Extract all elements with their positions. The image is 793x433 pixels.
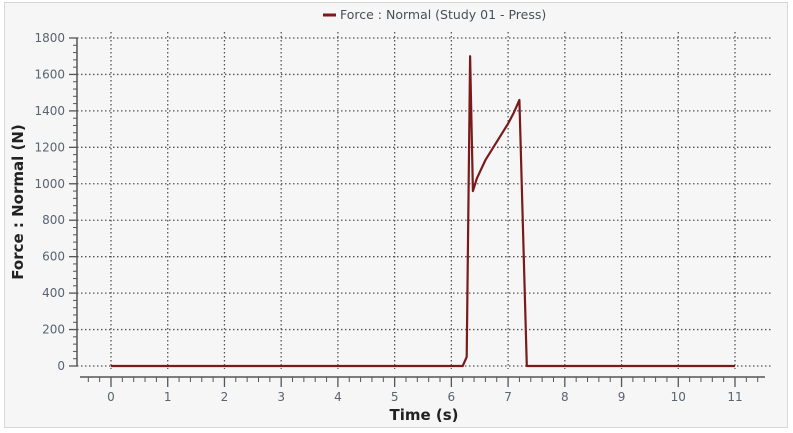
x-tick-label: 2 [221, 390, 229, 404]
y-tick-label: 800 [42, 213, 65, 227]
x-tick-label: 4 [334, 390, 342, 404]
x-tick-label: 1 [164, 390, 172, 404]
legend-label: Force : Normal (Study 01 - Press) [340, 7, 546, 22]
y-tick-label: 200 [42, 323, 65, 337]
y-axis-ticks: 0 200 400 600 800 1000 1200 1400 1600 1800 [34, 31, 77, 373]
chart-panel [4, 2, 788, 428]
y-tick-label: 600 [42, 250, 65, 264]
x-axis-title: Time (s) [389, 406, 458, 424]
x-tick-label: 6 [448, 390, 456, 404]
y-tick-label: 1600 [34, 67, 65, 81]
y-axis-title: Force : Normal (N) [9, 124, 27, 280]
y-tick-label: 1000 [34, 177, 65, 191]
x-tick-label: 3 [277, 390, 285, 404]
x-tick-label: 0 [107, 390, 115, 404]
axes [76, 38, 765, 378]
y-tick-label: 400 [42, 286, 65, 300]
legend[interactable]: Force : Normal (Study 01 - Press) [323, 7, 546, 22]
x-tick-label: 9 [618, 390, 626, 404]
x-tick-label: 10 [671, 390, 686, 404]
grid [77, 32, 772, 369]
x-axis-ticks: 0 1 2 3 4 5 6 7 8 9 10 11 [87, 377, 759, 404]
y-tick-label: 1200 [34, 140, 65, 154]
x-tick-label: 11 [727, 390, 742, 404]
y-tick-label: 1400 [34, 104, 65, 118]
x-tick-label: 5 [391, 390, 399, 404]
y-tick-label: 0 [57, 359, 65, 373]
y-tick-label: 1800 [34, 31, 65, 45]
series-line-force-normal[interactable] [111, 55, 735, 368]
x-tick-label: 8 [561, 390, 569, 404]
x-tick-label: 7 [504, 390, 512, 404]
